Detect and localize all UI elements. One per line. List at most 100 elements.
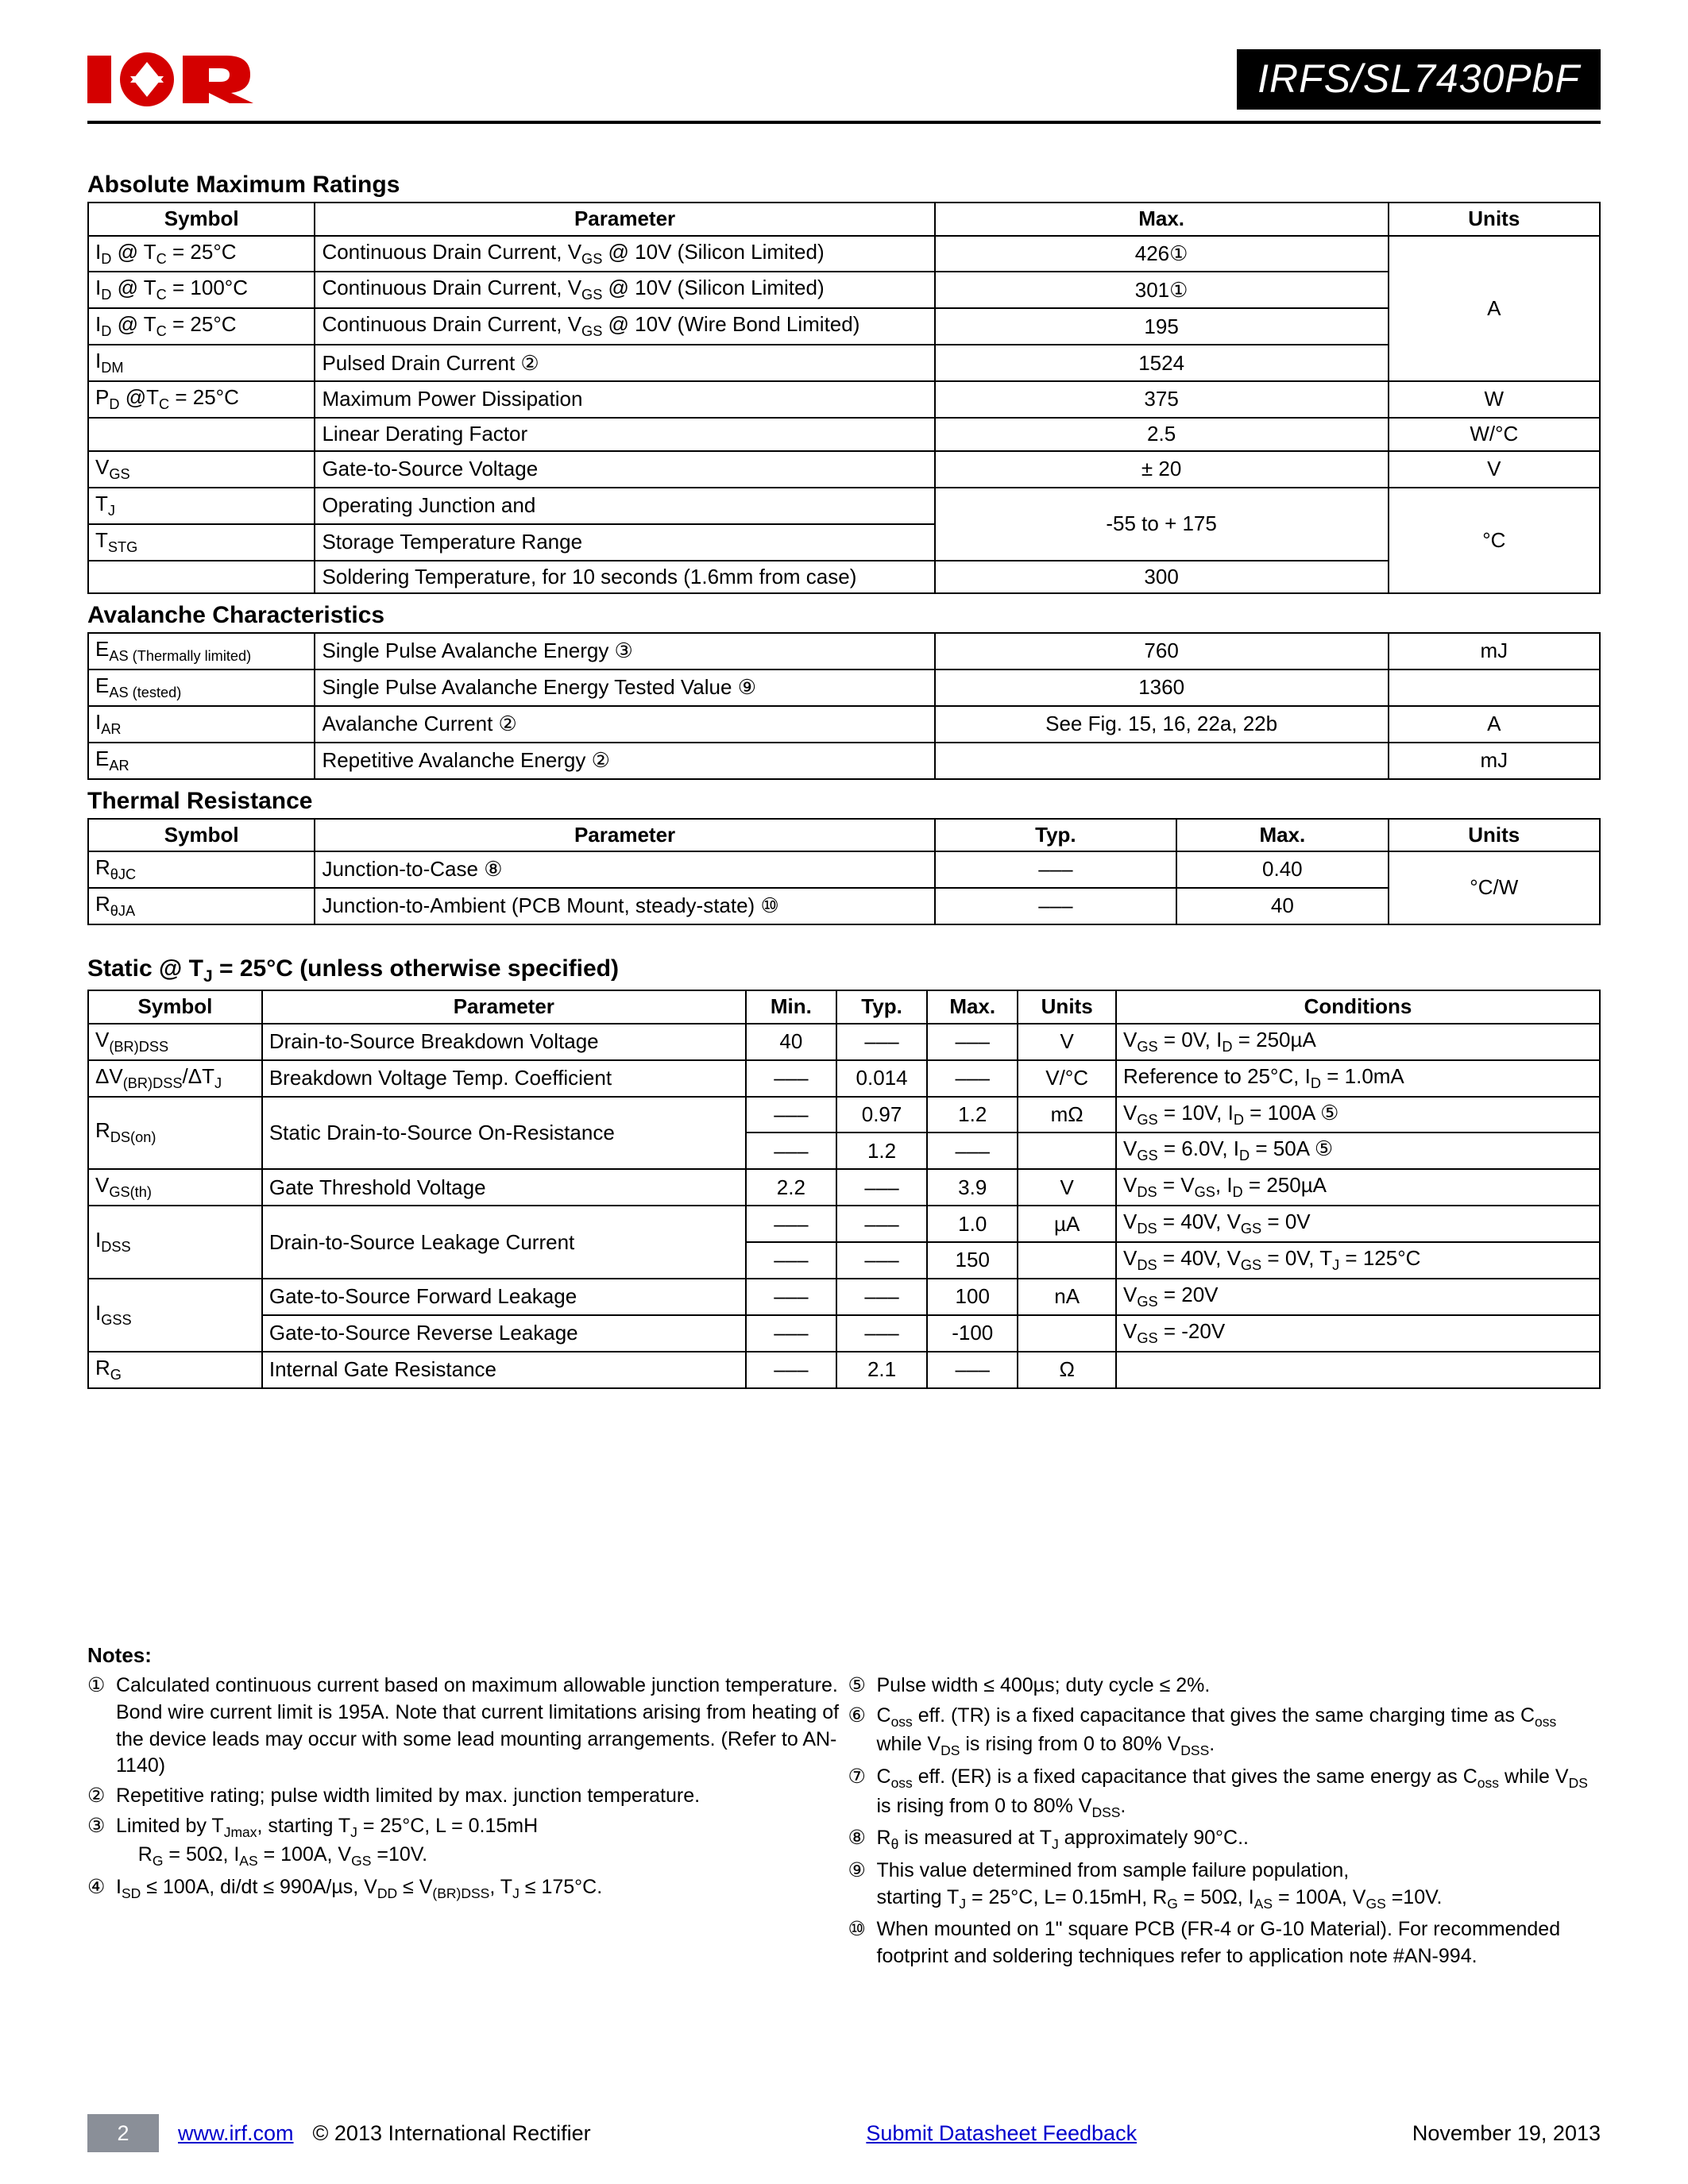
footer: 2 www.irf.com © 2013 International Recti… bbox=[87, 2114, 1601, 2152]
table-cell: ± 20 bbox=[935, 451, 1389, 488]
note-number: ⑦ bbox=[848, 1764, 871, 1822]
table-cell: 301① bbox=[935, 272, 1389, 308]
table-header: Parameter bbox=[315, 203, 934, 236]
notes-block: Notes: ①Calculated continuous current ba… bbox=[87, 1643, 1601, 1974]
table-cell: Single Pulse Avalanche Energy Tested Val… bbox=[315, 669, 934, 706]
table-cell: Static Drain-to-Source On-Resistance bbox=[262, 1097, 746, 1170]
table-cell: 1.2 bbox=[927, 1097, 1018, 1133]
table-cell: 0.014 bbox=[836, 1060, 927, 1097]
table-cell: V bbox=[1389, 451, 1600, 488]
note-item: ⑥Coss eff. (TR) is a fixed capacitance t… bbox=[848, 1703, 1601, 1761]
table-cell: 1524 bbox=[935, 345, 1389, 381]
table-cell: 150 bbox=[927, 1242, 1018, 1279]
table-header: Parameter bbox=[262, 990, 746, 1024]
table-cell: IDM bbox=[88, 345, 315, 381]
table-cell: Continuous Drain Current, VGS @ 10V (Sil… bbox=[315, 236, 934, 272]
notes-title: Notes: bbox=[87, 1643, 1601, 1668]
table-cell: 426① bbox=[935, 236, 1389, 272]
table-cell: A bbox=[1389, 236, 1600, 382]
table-cell: Internal Gate Resistance bbox=[262, 1352, 746, 1388]
table-cell: RDS(on) bbox=[88, 1097, 262, 1170]
table-row: ΔV(BR)DSS/ΔTJBreakdown Voltage Temp. Coe… bbox=[88, 1060, 1600, 1097]
table-cell: Soldering Temperature, for 10 seconds (1… bbox=[315, 561, 934, 594]
table-cell: VGS = 0V, ID = 250µA bbox=[1116, 1024, 1600, 1060]
table-row: RDS(on)Static Drain-to-Source On-Resista… bbox=[88, 1097, 1600, 1133]
note-item: ②Repetitive rating; pulse width limited … bbox=[87, 1783, 840, 1810]
table-cell: Repetitive Avalanche Energy ② bbox=[315, 743, 934, 779]
table-row: RGInternal Gate Resistance–––2.1–––Ω bbox=[88, 1352, 1600, 1388]
table-cell: °C bbox=[1389, 488, 1600, 593]
table-row: ID @ TC = 100°CContinuous Drain Current,… bbox=[88, 272, 1600, 308]
table-cell: EAR bbox=[88, 743, 315, 779]
table-cell: V/°C bbox=[1018, 1060, 1116, 1097]
header-rule bbox=[87, 121, 1601, 124]
table-row: EARRepetitive Avalanche Energy ②mJ bbox=[88, 743, 1600, 779]
table-row: ID @ TC = 25°CContinuous Drain Current, … bbox=[88, 308, 1600, 345]
table-cell: Operating Junction and bbox=[315, 488, 934, 524]
table-cell: ––– bbox=[927, 1024, 1018, 1060]
table-header: Typ. bbox=[935, 819, 1176, 852]
table-cell bbox=[1018, 1315, 1116, 1352]
table-cell: 40 bbox=[1176, 888, 1388, 924]
table-header: Typ. bbox=[836, 990, 927, 1024]
table-cell: ––– bbox=[746, 1206, 836, 1242]
note-body: Coss eff. (TR) is a fixed capacitance th… bbox=[877, 1703, 1601, 1761]
table-cell: Continuous Drain Current, VGS @ 10V (Wir… bbox=[315, 308, 934, 345]
note-number: ④ bbox=[87, 1874, 110, 1904]
note-number: ⑤ bbox=[848, 1673, 871, 1700]
table-cell: Gate Threshold Voltage bbox=[262, 1169, 746, 1206]
note-body: Rθ is measured at TJ approximately 90°C.… bbox=[877, 1825, 1601, 1854]
table-cell: ––– bbox=[746, 1060, 836, 1097]
table-row: PD @TC = 25°CMaximum Power Dissipation37… bbox=[88, 381, 1600, 418]
table-cell: Junction-to-Ambient (PCB Mount, steady-s… bbox=[315, 888, 934, 924]
note-item: ⑦Coss eff. (ER) is a fixed capacitance t… bbox=[848, 1764, 1601, 1822]
table-cell: 2.5 bbox=[935, 418, 1389, 451]
table-header: Units bbox=[1389, 819, 1600, 852]
footer-url[interactable]: www.irf.com bbox=[178, 2121, 294, 2146]
table-cell: Continuous Drain Current, VGS @ 10V (Sil… bbox=[315, 272, 934, 308]
table-row: Gate-to-Source Reverse Leakage––––––-100… bbox=[88, 1315, 1600, 1352]
note-item: ④ISD ≤ 100A, di/dt ≤ 990A/µs, VDD ≤ V(BR… bbox=[87, 1874, 840, 1904]
note-body: Repetitive rating; pulse width limited b… bbox=[116, 1783, 840, 1810]
table-cell: PD @TC = 25°C bbox=[88, 381, 315, 418]
footer-feedback-link[interactable]: Submit Datasheet Feedback bbox=[866, 2121, 1137, 2146]
table-row: EAS (tested)Single Pulse Avalanche Energ… bbox=[88, 669, 1600, 706]
note-item: ③Limited by TJmax, starting TJ = 25°C, L… bbox=[87, 1813, 840, 1871]
table-cell bbox=[1389, 669, 1600, 706]
table-cell: 375 bbox=[935, 381, 1389, 418]
footer-date: November 19, 2013 bbox=[1412, 2121, 1601, 2146]
table-header: Max. bbox=[1176, 819, 1388, 852]
table-cell: Maximum Power Dissipation bbox=[315, 381, 934, 418]
header: IRFS/SL7430PbF bbox=[87, 48, 1601, 111]
note-number: ② bbox=[87, 1783, 110, 1810]
table-header: Symbol bbox=[88, 990, 262, 1024]
note-item: ⑩When mounted on 1" square PCB (FR-4 or … bbox=[848, 1916, 1601, 1970]
table-row: ID @ TC = 25°CContinuous Drain Current, … bbox=[88, 236, 1600, 272]
table-cell: mJ bbox=[1389, 633, 1600, 669]
table-header: Units bbox=[1389, 203, 1600, 236]
table-cell: Reference to 25°C, ID = 1.0mA bbox=[1116, 1060, 1600, 1097]
table-cell: See Fig. 15, 16, 22a, 22b bbox=[935, 706, 1389, 743]
table-cell: 100 bbox=[927, 1279, 1018, 1315]
table-cell: ––– bbox=[927, 1060, 1018, 1097]
table-cell: ––– bbox=[927, 1352, 1018, 1388]
note-body: This value determined from sample failur… bbox=[877, 1858, 1601, 1913]
note-number: ⑩ bbox=[848, 1916, 871, 1970]
note-number: ③ bbox=[87, 1813, 110, 1871]
table-cell: VGS = 10V, ID = 100A ⑤ bbox=[1116, 1097, 1600, 1133]
notes-col-left: ①Calculated continuous current based on … bbox=[87, 1673, 840, 1974]
table-cell: 300 bbox=[935, 561, 1389, 594]
table-cell: Gate-to-Source Reverse Leakage bbox=[262, 1315, 746, 1352]
table-cell: ––– bbox=[836, 1279, 927, 1315]
table-cell bbox=[1116, 1352, 1600, 1388]
ior-logo bbox=[87, 48, 270, 111]
table-cell: 2.1 bbox=[836, 1352, 927, 1388]
table-cell: ––– bbox=[836, 1206, 927, 1242]
table-cell: Pulsed Drain Current ② bbox=[315, 345, 934, 381]
table-cell: 1360 bbox=[935, 669, 1389, 706]
table-cell: Gate-to-Source Voltage bbox=[315, 451, 934, 488]
table-header: Units bbox=[1018, 990, 1116, 1024]
table-cell: ––– bbox=[836, 1169, 927, 1206]
table-header: Min. bbox=[746, 990, 836, 1024]
table-row: IARAvalanche Current ②See Fig. 15, 16, 2… bbox=[88, 706, 1600, 743]
